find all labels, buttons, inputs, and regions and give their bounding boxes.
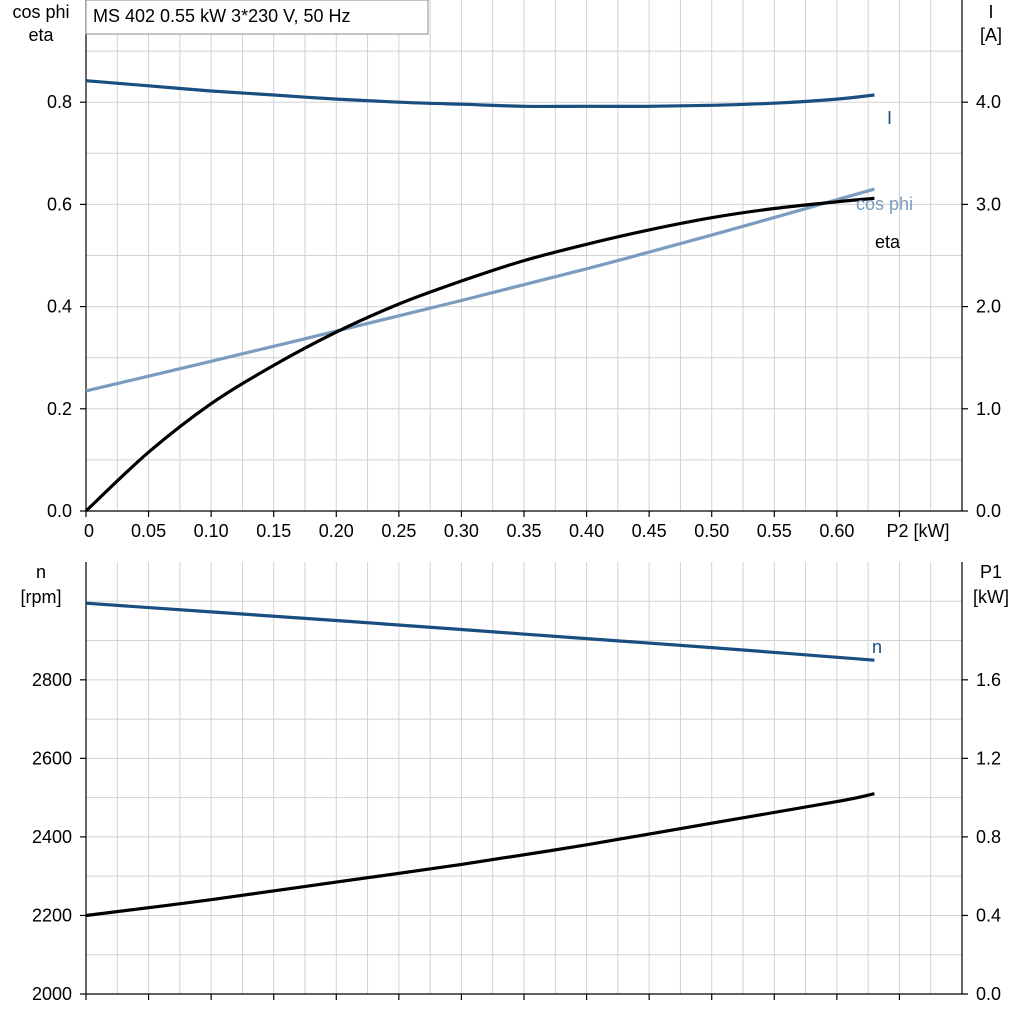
left-axis-label: [rpm]	[20, 587, 61, 607]
right-tick-label: 0.4	[976, 905, 1001, 925]
left-tick-label: 0.2	[47, 399, 72, 419]
x-tick-label: 0.05	[131, 521, 166, 541]
series-label-efficiency: eta	[875, 232, 901, 252]
x-tick-label: 0.25	[381, 521, 416, 541]
series-line-cos-phi	[85, 187, 875, 393]
top-panel: 0.0 0.2 0.4 0.6 0.8 0.0 1.0 2.0 3.0 4.0 0 0.05 0.10 0…	[12, 0, 1002, 541]
right-tick-label: 2.0	[976, 297, 1001, 317]
series-label-current: I	[887, 108, 892, 128]
left-tick-label: 2200	[32, 905, 72, 925]
left-tick-label: 0.6	[47, 194, 72, 214]
series-label-speed: n	[872, 637, 882, 657]
right-tick-label: 1.0	[976, 399, 1001, 419]
right-tick-label: 1.6	[976, 670, 1001, 690]
right-tick-label: 3.0	[976, 194, 1001, 214]
x-tick-label: 0.40	[569, 521, 604, 541]
x-tick-label: 0.60	[819, 521, 854, 541]
title-box	[85, 0, 429, 35]
series-line-current	[85, 79, 875, 109]
right-tick-label: 0.0	[976, 984, 1001, 1004]
left-axis-label: n	[36, 562, 46, 582]
x-tick-label: 0.45	[632, 521, 667, 541]
left-axis-label: cos phi	[12, 2, 69, 22]
series-line-input-power	[85, 792, 875, 918]
series-line-speed	[85, 601, 875, 662]
right-tick-label: 4.0	[976, 92, 1001, 112]
right-tick-label: 0.8	[976, 827, 1001, 847]
x-tick-label: 0.35	[506, 521, 541, 541]
right-tick-label: 1.2	[976, 748, 1001, 768]
x-tick-label: 0.55	[757, 521, 792, 541]
x-axis-label: P2 [kW]	[886, 521, 949, 541]
x-tick-label: 0.15	[256, 521, 291, 541]
x-tick-label: 0.50	[694, 521, 729, 541]
x-tick-label: 0	[84, 521, 94, 541]
bottom-panel: 2000 2200 2400 2600 2800 0.0 0.4 0.8 1.2 1.6 n [rpm…	[20, 562, 1009, 1004]
left-tick-label: 2800	[32, 670, 72, 690]
right-axis-label: [A]	[980, 25, 1002, 45]
x-tick-label: 0.20	[319, 521, 354, 541]
series-label-cos-phi: cos phi	[856, 194, 913, 214]
left-tick-label: 0.8	[47, 92, 72, 112]
right-axis-label: I	[988, 2, 993, 22]
right-axis-label: [kW]	[973, 587, 1009, 607]
left-tick-label: 2400	[32, 827, 72, 847]
left-tick-label: 0.4	[47, 297, 72, 317]
left-tick-label: 2600	[32, 748, 72, 768]
right-tick-label: 0.0	[976, 501, 1001, 521]
series-line-efficiency	[84, 196, 875, 513]
title-text: MS 402 0.55 kW 3*230 V, 50 Hz	[93, 6, 350, 26]
x-tick-label: 0.10	[194, 521, 229, 541]
x-tick-label: 0.30	[444, 521, 479, 541]
left-axis-label: eta	[28, 25, 54, 45]
right-axis-label: P1	[980, 562, 1002, 582]
left-tick-label: 0.0	[47, 501, 72, 521]
left-tick-label: 2000	[32, 984, 72, 1004]
